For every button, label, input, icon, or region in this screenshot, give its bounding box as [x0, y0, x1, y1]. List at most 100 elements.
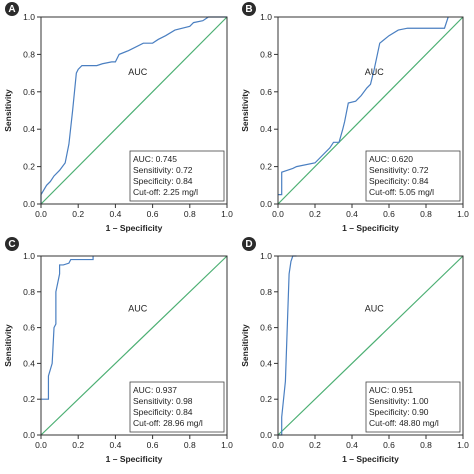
plot-frame: [40, 16, 228, 205]
plot-frame: [40, 255, 228, 436]
stats-box: [129, 150, 225, 202]
roc-curve: [41, 256, 94, 400]
stats-line: Sensitivity: 1.00: [369, 396, 429, 406]
x-tick-label: 1.0: [457, 209, 469, 219]
x-tick-label: 0.2: [72, 440, 84, 450]
panel-letter: C: [8, 239, 15, 250]
auc-annotation: AUC: [365, 303, 385, 313]
auc-annotation: AUC: [128, 67, 148, 77]
stats-box: [129, 381, 225, 433]
x-tick-label: 1.0: [457, 440, 469, 450]
y-tick-label: 1.0: [260, 12, 272, 22]
stats-line: Specificity: 0.84: [133, 176, 193, 186]
panel-badge: [242, 2, 256, 16]
stats-line: Specificity: 0.90: [369, 407, 429, 417]
roc-curve: [278, 255, 297, 436]
reference-line: [277, 255, 464, 436]
roc-curve: [278, 16, 449, 196]
reference-line: [277, 16, 464, 205]
y-tick-label: 1.0: [23, 12, 35, 22]
y-tick-label: 0.2: [260, 394, 272, 404]
stats-line: AUC: 0.937: [133, 385, 177, 395]
x-axis-title: 1 – Specificity: [106, 454, 163, 464]
x-tick-label: 0.4: [346, 209, 358, 219]
y-tick-label: 1.0: [23, 251, 35, 261]
y-tick-label: 0.4: [260, 358, 272, 368]
y-tick-label: 0.0: [260, 199, 272, 209]
x-tick-label: 0.8: [420, 209, 432, 219]
auc-annotation: AUC: [365, 67, 385, 77]
y-tick-label: 0.4: [23, 124, 35, 134]
panel-c: C 0.0 0.2 0.4 0.6 0.8 1.0 0.0 0.2 0.4 0.6 0.8 1.0 1 –…: [3, 237, 233, 464]
x-tick-label: 0.0: [272, 440, 284, 450]
x-tick-label: 0.6: [383, 209, 395, 219]
x-tick-label: 1.0: [221, 440, 233, 450]
x-axis-title: 1 – Specificity: [342, 454, 399, 464]
y-tick-label: 0.2: [23, 162, 35, 172]
x-tick-label: 0.4: [109, 440, 121, 450]
stats-line: Cut-off: 48.80 mg/l: [369, 418, 439, 428]
stats-line: Specificity: 0.84: [369, 176, 429, 186]
panel-badge: [242, 237, 256, 251]
panel-a: A 0.0 0.2 0.4 0.6 0.8 1.0 0.0 0.2 0.4 0.6 0.8 1.0 1 –…: [3, 2, 233, 233]
x-tick-label: 0.4: [109, 209, 121, 219]
y-tick-label: 0.0: [260, 430, 272, 440]
y-tick-label: 0.6: [23, 87, 35, 97]
y-tick-label: 0.6: [260, 87, 272, 97]
panel-badge: [5, 237, 19, 251]
y-tick-label: 0.2: [260, 162, 272, 172]
x-tick-label: 0.6: [147, 209, 159, 219]
y-tick-label: 0.0: [23, 199, 35, 209]
reference-line: [40, 16, 228, 205]
y-tick-label: 0.8: [260, 287, 272, 297]
stats-line: Sensitivity: 0.72: [133, 165, 193, 175]
y-axis-title: Sensitivity: [240, 324, 250, 367]
y-tick-label: 0.8: [23, 287, 35, 297]
stats-line: AUC: 0.951: [369, 385, 413, 395]
x-tick-label: 0.0: [272, 209, 284, 219]
panel-letter: A: [8, 4, 15, 15]
x-tick-label: 0.2: [309, 440, 321, 450]
panel-badge: [5, 2, 19, 16]
y-tick-label: 1.0: [260, 251, 272, 261]
y-tick-label: 0.6: [23, 323, 35, 333]
stats-line: Specificity: 0.84: [133, 407, 193, 417]
panel-d: D 0.0 0.2 0.4 0.6 0.8 1.0 0.0 0.2 0.4 0.6 0.8 1.0 1 –…: [240, 237, 469, 464]
stats-box: [365, 381, 461, 433]
x-tick-label: 0.2: [72, 209, 84, 219]
x-tick-label: 0.4: [346, 440, 358, 450]
x-axis-title: 1 – Specificity: [342, 223, 399, 233]
y-tick-label: 0.4: [23, 358, 35, 368]
plot-frame: [277, 255, 464, 436]
y-tick-label: 0.8: [23, 49, 35, 59]
y-axis-title: Sensitivity: [240, 89, 250, 132]
reference-line: [40, 255, 228, 436]
x-tick-label: 1.0: [221, 209, 233, 219]
stats-line: Sensitivity: 0.72: [369, 165, 429, 175]
x-tick-label: 0.6: [147, 440, 159, 450]
stats-line: Cut-off: 2.25 mg/l: [133, 187, 198, 197]
plot-frame: [277, 16, 464, 205]
y-tick-label: 0.2: [23, 394, 35, 404]
stats-line: Cut-off: 5.05 mg/l: [369, 187, 434, 197]
x-tick-label: 0.8: [420, 440, 432, 450]
panel-b: B 0.0 0.2 0.4 0.6 0.8 1.0 0.0 0.2 0.4 0.6 0.8 1.0 1 –…: [240, 2, 469, 233]
panel-letter: D: [245, 239, 252, 250]
stats-line: Cut-off: 28.96 mg/l: [133, 418, 203, 428]
x-tick-label: 0.0: [35, 209, 47, 219]
y-tick-label: 0.6: [260, 323, 272, 333]
stats-box: [365, 150, 461, 202]
y-tick-label: 0.8: [260, 49, 272, 59]
y-axis-title: Sensitivity: [3, 89, 13, 132]
stats-line: Sensitivity: 0.98: [133, 396, 193, 406]
stats-line: AUC: 0.620: [369, 154, 413, 164]
y-tick-label: 0.4: [260, 124, 272, 134]
x-axis-title: 1 – Specificity: [106, 223, 163, 233]
x-tick-label: 0.8: [184, 440, 196, 450]
x-tick-label: 0.0: [35, 440, 47, 450]
x-tick-label: 0.6: [383, 440, 395, 450]
roc-curve: [40, 16, 227, 204]
x-tick-label: 0.8: [184, 209, 196, 219]
auc-annotation: AUC: [128, 303, 148, 313]
